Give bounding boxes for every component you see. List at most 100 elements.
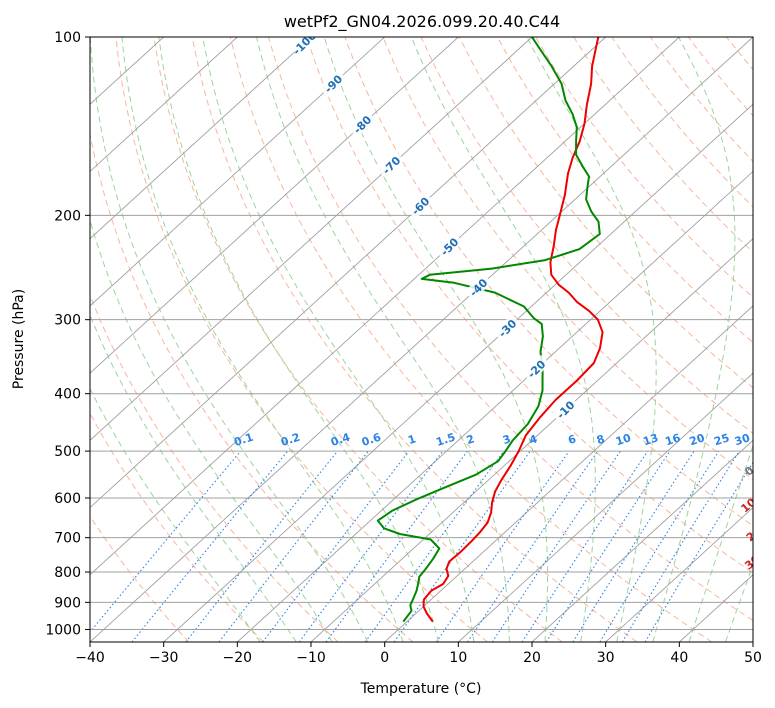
isotherm <box>237 170 753 642</box>
y-axis: 100 200 300 400 500 600 700 800 900 1000 <box>45 30 90 638</box>
x-tick-label: 30 <box>597 650 615 666</box>
isotherm-label-bg <box>435 232 463 261</box>
moist-adiabat <box>202 37 475 642</box>
mixing-ratio-line <box>467 450 599 642</box>
dry-adiabat <box>535 37 753 298</box>
dry-adiabat <box>153 37 563 642</box>
background-lines <box>90 37 753 642</box>
x-tick-label: 20 <box>523 650 541 666</box>
isotherm-label-bg <box>551 395 579 424</box>
mixing-ratio-line <box>545 450 671 642</box>
chart-title: wetPf2_GN04.2026.099.20.40.C44 <box>284 12 560 32</box>
moist-adiabat <box>652 37 736 642</box>
isotherm <box>458 372 753 642</box>
mixing-ratio-label: 20 <box>688 431 707 448</box>
isotherm <box>90 37 606 509</box>
mixing-ratio-label: 25 <box>712 431 731 448</box>
dry-adiabat <box>115 37 488 642</box>
isotherm-label-bg <box>319 69 347 98</box>
moist-adiabat <box>256 37 510 642</box>
y-tick-label: 300 <box>54 313 81 329</box>
mixing-ratio-line <box>621 450 740 642</box>
moist-adiabat <box>725 563 753 642</box>
x-tick-label: 0 <box>380 650 389 666</box>
moist-adiabat <box>90 218 333 642</box>
mixing-ratio-label: 0.4 <box>329 430 352 448</box>
y-tick-label: 800 <box>54 565 81 581</box>
isotherm <box>163 103 753 642</box>
y-tick-label: 1000 <box>45 622 81 638</box>
moist-adiabat <box>90 387 261 642</box>
mixing-ratio-line <box>131 450 289 642</box>
isotherm <box>90 37 753 642</box>
dry-adiabat <box>191 37 638 642</box>
mixing-ratio-label: 13 <box>641 431 660 448</box>
mixing-ratio-line <box>298 450 444 642</box>
mixing-ratio-line <box>521 450 649 642</box>
y-tick-label: 600 <box>54 491 81 507</box>
isotherm-label-bg <box>406 191 434 220</box>
moist-adiabat-label: 30 <box>742 552 762 572</box>
moist-adiabat <box>688 443 753 642</box>
y-tick-label: 900 <box>54 595 81 611</box>
profile-lines <box>376 37 604 623</box>
mixing-ratio-label: 2 <box>465 432 476 447</box>
plot-frame <box>89 36 754 643</box>
dry-adiabat <box>90 515 190 642</box>
isotherm-label-bg <box>377 151 405 179</box>
moist-adiabat <box>158 37 439 642</box>
mixing-ratio-line <box>572 450 695 642</box>
dry-adiabat <box>90 412 264 642</box>
x-tick-label: 10 <box>449 650 467 666</box>
moist-adiabat <box>411 37 596 642</box>
isotherm <box>310 238 753 642</box>
mixing-ratio-label: 10 <box>614 431 633 448</box>
isotherm-label-bg <box>464 273 492 301</box>
isotherm <box>90 37 312 240</box>
isotherm-label-bg <box>522 354 550 383</box>
moist-adiabat <box>90 37 369 642</box>
y-tick-label: 500 <box>54 444 81 460</box>
isotherm <box>384 305 753 642</box>
moist-adiabat-label: 20 <box>744 524 764 544</box>
moist-adiabat <box>121 37 404 642</box>
dewpoint-profile <box>376 37 601 623</box>
mixing-ratio-label: 1 <box>406 432 417 447</box>
isotherm <box>531 439 753 642</box>
mixing-ratio-label: 3 <box>501 432 512 447</box>
mixing-ratio-label: 6 <box>566 432 578 447</box>
x-tick-label: −30 <box>149 650 179 666</box>
isotherm <box>90 37 238 173</box>
isotherm-label-bg <box>493 314 521 342</box>
dry-adiabat <box>496 37 753 344</box>
mixing-ratio-label: 8 <box>595 432 606 447</box>
x-tick-label: −20 <box>223 650 253 666</box>
isotherm-label-bg <box>348 110 376 139</box>
y-tick-label: 400 <box>54 387 81 403</box>
x-axis-label: Temperature (°C) <box>360 681 482 697</box>
moist-adiabat <box>90 313 297 642</box>
mixing-ratio-line <box>325 450 468 642</box>
x-tick-label: 50 <box>744 650 762 666</box>
isotherm <box>90 37 680 576</box>
x-tick-label: 40 <box>670 650 688 666</box>
mixing-ratio-line <box>435 450 570 642</box>
x-axis: −40 −30 −20 −10 0 10 20 30 40 50 <box>75 642 762 666</box>
y-axis-label: Pressure (hPa) <box>11 289 27 389</box>
mixing-ratio-line <box>491 450 621 642</box>
isotherm <box>90 37 533 441</box>
temperature-profile <box>422 37 604 623</box>
mixing-ratio-label: 0.2 <box>279 431 302 449</box>
mixing-ratio-line <box>185 450 339 642</box>
x-tick-label: −10 <box>296 650 326 666</box>
mixing-ratio-label: 1.5 <box>434 431 457 449</box>
mixing-ratio-line <box>393 450 531 642</box>
y-tick-label: 700 <box>54 531 81 547</box>
mixing-ratio-line <box>262 450 410 642</box>
mixing-ratio-line <box>90 450 242 633</box>
moist-adiabat-label: 0 <box>742 464 756 479</box>
mixing-ratio-label: 4 <box>528 432 540 447</box>
isotherm <box>90 37 459 374</box>
y-tick-label: 100 <box>54 30 81 46</box>
